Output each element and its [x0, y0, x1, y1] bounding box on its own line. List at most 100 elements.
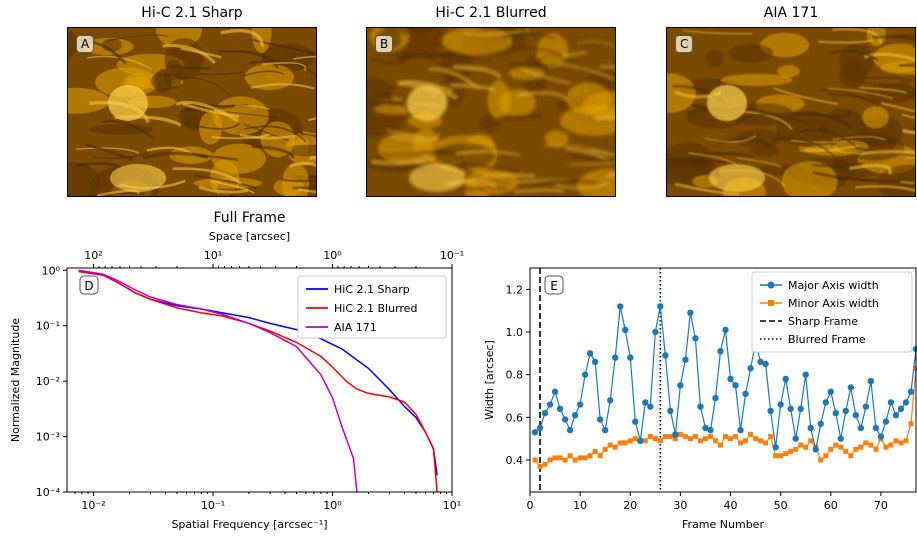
minor-point — [833, 442, 839, 448]
loop-strand — [105, 34, 169, 42]
loop-strand — [513, 188, 564, 194]
major-point — [767, 407, 774, 415]
minor-point — [868, 442, 874, 448]
bright-core — [707, 85, 747, 121]
minor-point — [567, 453, 573, 459]
minor-point — [898, 440, 904, 446]
loop-strand — [251, 38, 314, 54]
minor-point — [848, 453, 854, 459]
solar-texture-b — [367, 28, 615, 196]
loop-strand — [818, 39, 874, 44]
major-point — [862, 403, 870, 410]
major-point — [601, 426, 609, 434]
minor-point — [657, 438, 663, 444]
minor-point — [682, 434, 688, 440]
minor-point — [592, 448, 598, 454]
bright-patch — [68, 87, 110, 114]
top-tick-label: 10⁻¹ — [440, 249, 464, 262]
x-tick-label: 30 — [673, 499, 687, 512]
major-point — [707, 426, 714, 434]
minor-point — [632, 436, 638, 442]
image-title-b: Hi-C 2.1 Blurred — [435, 5, 547, 21]
major-point — [857, 424, 865, 432]
loop-strand — [293, 55, 316, 60]
major-point — [777, 401, 784, 408]
y-tick-label: 10⁻⁴ — [36, 486, 61, 499]
panel-label-a: A — [76, 35, 95, 53]
minor-point — [853, 446, 859, 452]
loop-strand — [302, 131, 316, 135]
minor-point — [687, 436, 693, 442]
minor-point — [557, 455, 563, 461]
major-point — [747, 365, 754, 372]
major-point — [612, 354, 619, 361]
minor-point — [738, 440, 744, 446]
loop-strand — [569, 154, 615, 164]
loop-strand — [516, 91, 569, 102]
minor-point — [873, 446, 879, 452]
series-line-3 — [78, 269, 358, 493]
major-point — [617, 303, 624, 310]
loop-strand — [543, 144, 611, 158]
loop-strand — [556, 62, 615, 80]
loop-strand — [806, 111, 851, 118]
chart-d-power-spectrum: 10⁻² 10⁻¹ 10⁰ 10¹ 10⁻⁴ 10⁻³ 10⁻² 10⁻¹ 10⁰ 10² 10¹ 1… — [9, 210, 464, 531]
legend-e — [751, 271, 913, 353]
x-tick-label: 10⁻² — [81, 499, 105, 512]
minor-point — [798, 442, 804, 448]
minor-point — [723, 434, 729, 440]
chart-d-title: Full Frame — [213, 210, 285, 226]
major-point — [677, 382, 684, 389]
loop-strand — [577, 40, 615, 48]
major-point — [897, 405, 905, 412]
loop-strand — [220, 29, 265, 47]
chart-d-ylabel: Normalized Magnitude — [9, 318, 22, 442]
loop-strand — [599, 65, 615, 68]
loop-strand — [482, 173, 535, 178]
loop-strand — [196, 71, 244, 76]
loop-strand — [606, 173, 615, 178]
solar-image-a: A — [67, 27, 317, 197]
legend-e-label: Sharp Frame — [788, 315, 858, 328]
top-tick-label: 10² — [84, 249, 102, 262]
loop-strand — [168, 65, 212, 70]
major-point — [632, 418, 639, 425]
loop-strand — [453, 65, 502, 80]
loop-strand — [198, 185, 249, 194]
axes-frame-e — [529, 267, 917, 493]
y-tick-label: 10⁻² — [36, 375, 60, 388]
loop-strand — [852, 79, 911, 87]
major-point — [792, 435, 799, 442]
bright-patch — [89, 124, 153, 136]
major-point — [762, 360, 769, 368]
major-point — [737, 426, 744, 434]
minor-point — [763, 440, 769, 446]
minor-point — [818, 457, 824, 463]
loop-strand — [462, 161, 521, 174]
major-point — [907, 388, 915, 395]
loop-strand — [791, 139, 850, 143]
loop-strand — [569, 162, 615, 166]
x-tick-label: 10⁰ — [323, 499, 342, 512]
major-point — [672, 431, 679, 438]
bright-patch — [862, 106, 889, 129]
legend-e-label: Major Axis width — [788, 279, 879, 292]
loop-strand — [185, 103, 236, 112]
y-tick-label: 10⁰ — [42, 264, 61, 277]
loop-strand — [195, 122, 240, 130]
loop-strand — [251, 144, 295, 159]
major-point — [546, 401, 554, 408]
image-structures — [667, 28, 915, 196]
major-point — [642, 399, 649, 406]
major-point — [832, 409, 839, 417]
minor-point — [808, 438, 814, 444]
loop-strand — [182, 102, 240, 119]
bright-patch — [781, 161, 838, 196]
major-point — [596, 416, 604, 423]
loop-strand — [244, 125, 307, 143]
loop-strand — [211, 132, 271, 140]
chart-e-ylabel: Width [arcsec] — [483, 340, 496, 420]
major-point — [637, 437, 644, 444]
major-point — [622, 326, 629, 334]
legend-e-marker — [767, 281, 775, 289]
